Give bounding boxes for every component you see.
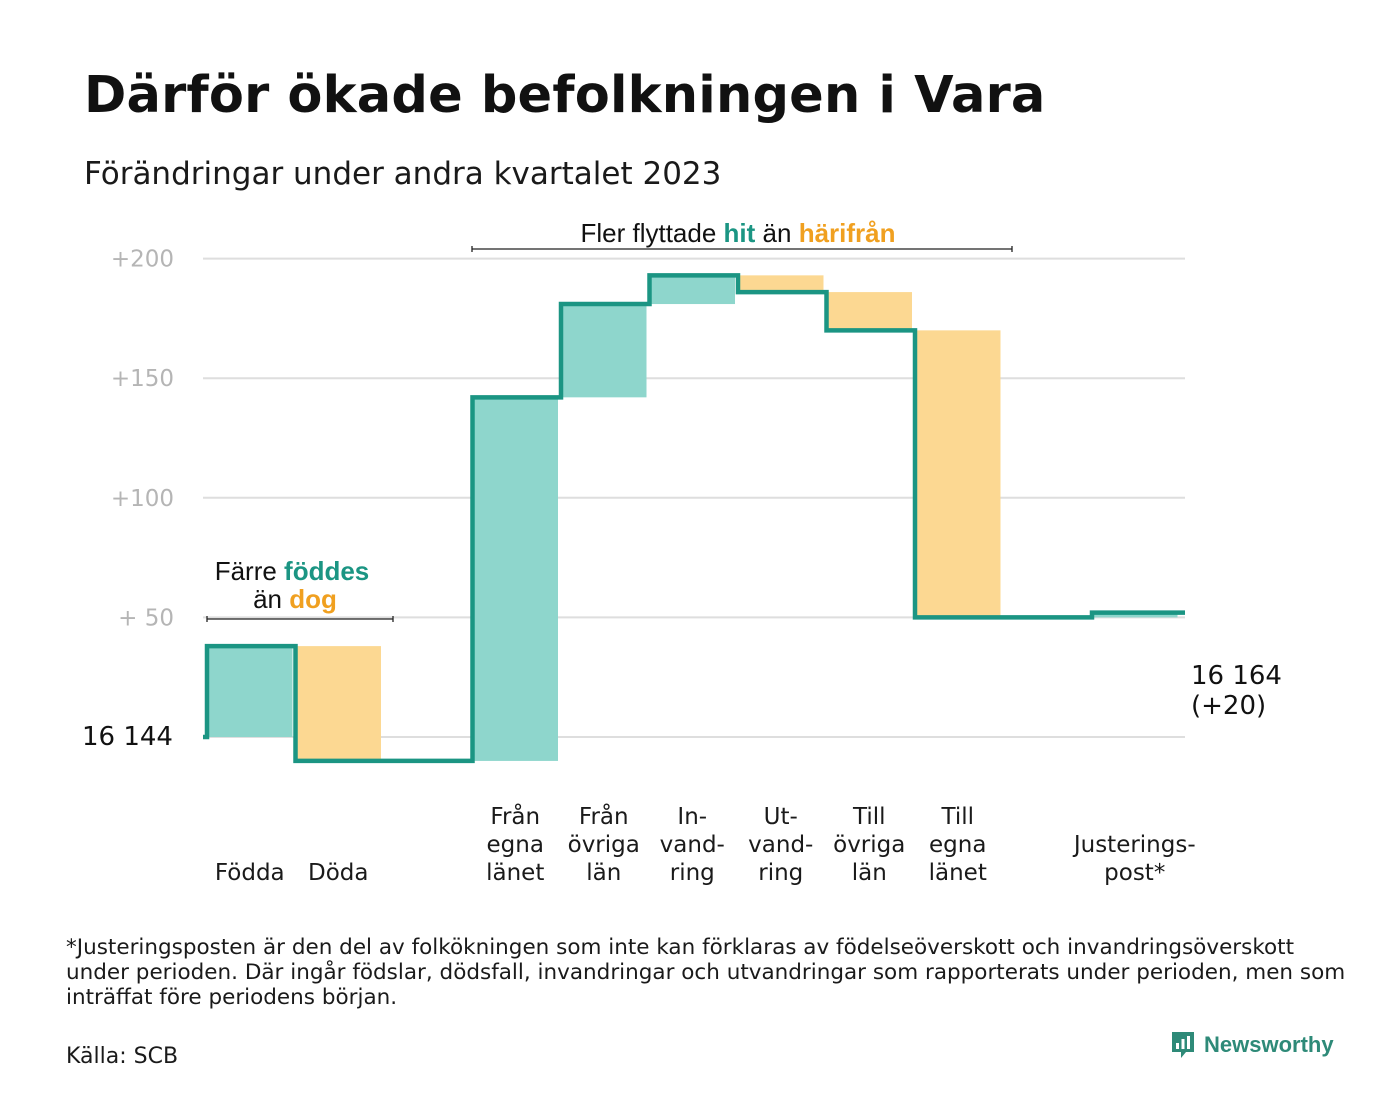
chart-title: Därför ökade befolkningen i Vara	[84, 66, 1046, 125]
category-label: län	[852, 860, 887, 886]
annotation-span: hit	[724, 218, 756, 248]
y-tick-label: +200	[111, 247, 174, 273]
newsworthy-logo-icon	[1172, 1032, 1194, 1058]
category-label: Födda	[215, 860, 285, 886]
category-label: Till	[940, 804, 974, 830]
births-annotation-line2: än dog	[253, 584, 337, 614]
category-label: län	[586, 860, 621, 886]
y-tick-label: +100	[111, 486, 174, 512]
annotation-span: Färre	[215, 556, 284, 586]
waterfall-bar	[915, 330, 1001, 618]
y-tick-label: +150	[111, 366, 174, 392]
category-label: egna	[929, 832, 986, 858]
category-label: In-	[677, 804, 707, 830]
footnote: *Justeringsposten är den del av folkökni…	[66, 935, 1346, 1010]
cumulative-step-line	[203, 273, 1185, 764]
waterfall-bar	[295, 646, 381, 761]
waterfall-bar	[738, 275, 824, 293]
category-label: vand-	[660, 832, 725, 858]
waterfall-bar	[207, 646, 293, 737]
category-label: övriga	[833, 832, 905, 858]
moves-bracket	[471, 246, 1013, 252]
waterfall-bar	[649, 275, 735, 305]
category-label: Från	[579, 802, 629, 830]
births-annotation-line1: Färre föddes	[215, 556, 370, 586]
category-label: post*	[1104, 860, 1165, 886]
waterfall-bar	[561, 304, 647, 398]
chart-subtitle: Förändringar under andra kvartalet 2023	[84, 156, 722, 192]
category-label: vand-	[748, 832, 813, 858]
moves-annotation: Fler flyttade hit än härifrån	[580, 218, 895, 248]
annotation-span: föddes	[284, 556, 369, 586]
category-label: länet	[486, 860, 544, 886]
category-label: Från	[490, 802, 540, 830]
category-label: Döda	[308, 860, 368, 886]
end-change-label: (+20)	[1191, 691, 1266, 721]
annotation-span: dog	[289, 584, 337, 614]
category-label: ring	[670, 860, 715, 886]
annotation-span: Fler flyttade	[580, 218, 723, 248]
waterfall-bar	[472, 397, 558, 761]
category-label: övriga	[568, 832, 640, 858]
category-label: Justerings-	[1072, 832, 1196, 858]
end-value-label: 16 164	[1191, 661, 1282, 691]
category-label: Ut-	[764, 804, 798, 830]
source-label: Källa: SCB	[66, 1044, 179, 1069]
category-label: Till	[852, 804, 886, 830]
category-label: länet	[929, 860, 987, 886]
category-label: egna	[487, 832, 544, 858]
births-bracket	[206, 616, 394, 622]
category-label: ring	[758, 860, 803, 886]
start-value-label: 16 144	[82, 722, 173, 752]
y-tick-label: + 50	[118, 605, 174, 631]
annotation-span: än	[755, 218, 798, 248]
brand-logo: Newsworthy	[1170, 1030, 1334, 1060]
waterfall-bar	[1092, 612, 1178, 618]
annotation-span: än	[253, 584, 289, 614]
waterfall-bar	[826, 292, 912, 331]
annotation-span: härifrån	[799, 218, 896, 248]
brand-name: Newsworthy	[1204, 1032, 1334, 1057]
